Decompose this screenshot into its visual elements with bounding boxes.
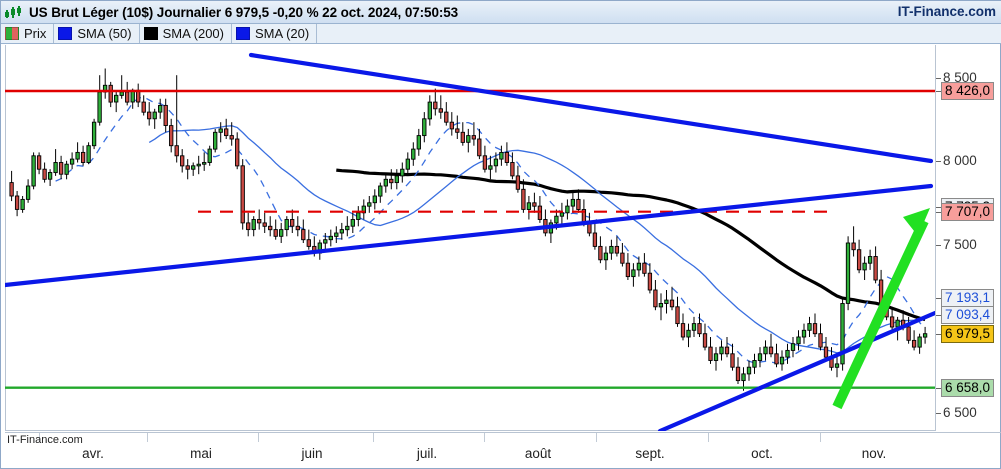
- price-badge-tick: [936, 314, 941, 316]
- chart-plot-area[interactable]: [5, 45, 935, 431]
- date-tick-separator: [484, 433, 485, 442]
- pivot-level-badge[interactable]: 7 707,0: [941, 202, 995, 221]
- resistance-level-badge[interactable]: 8 426,0: [941, 81, 995, 100]
- date-tick-separator: [39, 433, 40, 442]
- legend-item-prix[interactable]: Prix: [1, 24, 55, 43]
- legend-label: SMA (200): [162, 26, 224, 41]
- legend-item-sma20[interactable]: SMA (20): [232, 24, 318, 43]
- candlestick-icon: [4, 4, 26, 21]
- date-tick-separator: [147, 433, 148, 442]
- price-badge-tick: [936, 211, 941, 213]
- price-tick: 6 500: [936, 405, 977, 420]
- legend-item-sma200[interactable]: SMA (200): [140, 24, 232, 43]
- sma50-line: [148, 125, 926, 354]
- sma20-badge[interactable]: 7 093,4: [941, 305, 995, 324]
- date-tick-label: mai: [190, 446, 212, 461]
- legend-item-sma50[interactable]: SMA (50): [54, 24, 140, 43]
- sma50-badge[interactable]: 7 193,1: [941, 288, 995, 307]
- legend-bar: Prix SMA (50) SMA (200) SMA (20): [1, 24, 1001, 44]
- price-badge-tick: [936, 387, 941, 389]
- last-price-badge[interactable]: 6 979,5: [941, 324, 995, 343]
- price-badge-tick: [936, 297, 941, 299]
- watermark-label: IT-Finance.com: [7, 434, 83, 446]
- date-tick-label: sept.: [635, 446, 665, 461]
- legend-label: Prix: [24, 26, 47, 41]
- price-badge-tick: [936, 206, 941, 208]
- sma50-swatch-icon: [58, 27, 73, 40]
- price-tick: 8 500: [936, 70, 977, 85]
- title-bar: US Brut Léger (10$) Journalier 6 979,5 -…: [1, 1, 1001, 24]
- legend-label: SMA (50): [77, 26, 132, 41]
- price-badge-tick: [936, 90, 941, 92]
- date-tick-separator: [820, 433, 821, 442]
- price-badge-tick: [936, 333, 941, 335]
- sma20-line: [55, 96, 926, 364]
- price-tick: 7 500: [936, 237, 977, 252]
- overlay-lines: [5, 52, 935, 431]
- support-level-badge[interactable]: 6 658,0: [941, 378, 995, 397]
- plot-frame: [5, 45, 935, 431]
- date-tick-label: juin: [301, 446, 323, 461]
- legend-filler: [317, 24, 1001, 43]
- date-tick-separator: [373, 433, 374, 442]
- sma200-line: [336, 168, 926, 322]
- legend-label: SMA (20): [255, 26, 310, 41]
- date-tick-separator: [258, 433, 259, 442]
- chart-canvas: [5, 52, 935, 431]
- date-tick-label: juil.: [416, 446, 438, 461]
- date-tick-label: août: [524, 446, 552, 461]
- date-tick-separator: [708, 433, 709, 442]
- date-tick-label: avr.: [82, 446, 104, 461]
- date-axis: avr. mai juin juil. août sept. oct. nov.: [5, 432, 1001, 469]
- sma20-swatch-icon: [236, 27, 250, 40]
- date-tick-label: oct.: [751, 446, 773, 461]
- date-tick-separator: [596, 433, 597, 442]
- price-tick: 8 000: [936, 153, 977, 168]
- price-swatch-icon: [5, 27, 19, 40]
- sma200-swatch-icon: [143, 27, 158, 40]
- brand-label: IT-Finance.com: [897, 4, 996, 19]
- candlestick-series: [9, 68, 928, 391]
- page-title: US Brut Léger (10$) Journalier 6 979,5 -…: [29, 4, 459, 20]
- date-tick-label: nov.: [861, 446, 887, 461]
